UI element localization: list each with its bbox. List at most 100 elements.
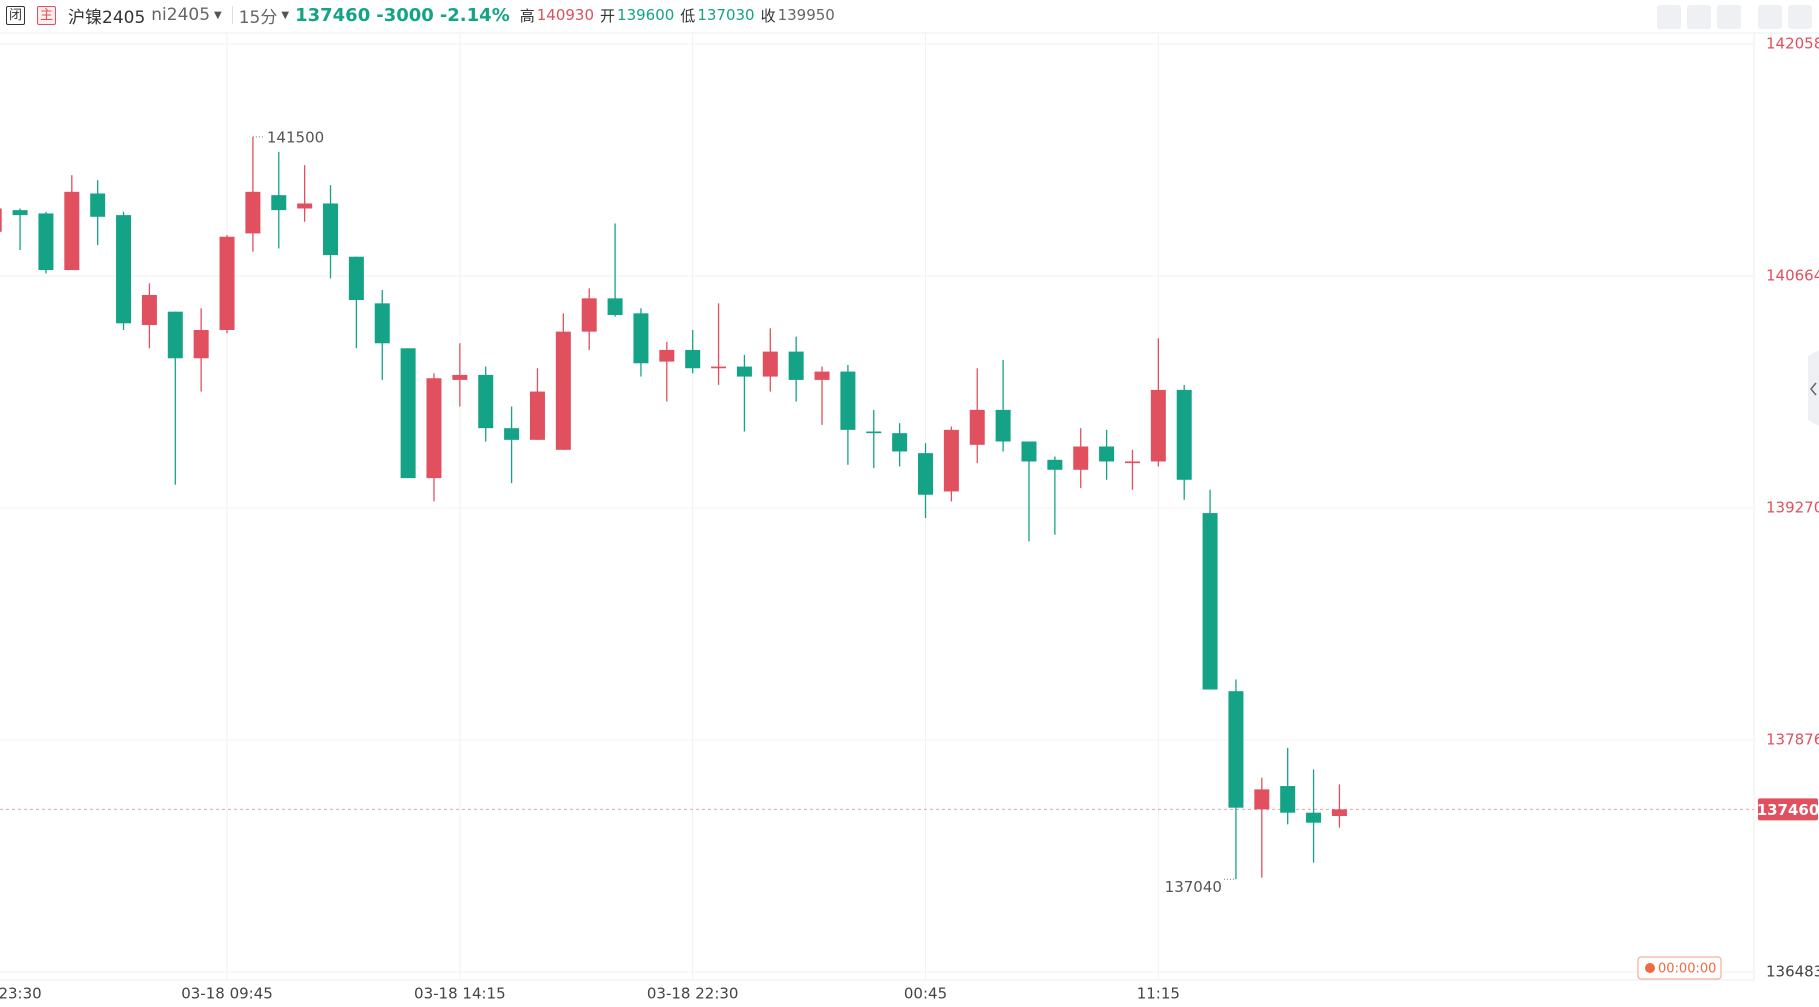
candle-body: [245, 191, 261, 234]
candle-body: [529, 391, 545, 440]
candle-body: [1021, 441, 1037, 462]
candle-body: [607, 298, 623, 315]
candle-body: [788, 351, 804, 380]
main-badge: 主: [37, 5, 56, 25]
candle-body: [685, 349, 701, 369]
candle-body: [659, 349, 675, 362]
candle-body: [219, 236, 235, 330]
symbol-code[interactable]: ni2405: [151, 5, 211, 25]
candle-body: [1228, 691, 1244, 808]
x-tick-label: 03-18 22:30: [647, 985, 739, 1003]
side-tab-icon: [1810, 382, 1817, 396]
open-label: 开: [600, 6, 616, 25]
x-tick-label: 03-18 14:15: [414, 985, 506, 1003]
tool-button[interactable]: [1687, 5, 1711, 29]
candle-body: [90, 193, 106, 217]
y-tick-label: 142058: [1766, 35, 1819, 53]
min-annotation: 137040: [1165, 878, 1222, 896]
candle-body: [840, 371, 856, 430]
candle-body: [633, 313, 649, 364]
change: -3000: [376, 4, 434, 26]
x-tick-label: 11:15: [1137, 985, 1180, 1003]
candle-body: [1047, 459, 1063, 470]
y-tick-label: 139270: [1766, 499, 1819, 517]
low-value: 137030: [697, 6, 755, 24]
symbol-name[interactable]: 沪镍2405: [68, 7, 146, 28]
candle-body: [167, 311, 183, 359]
open-value: 139600: [617, 6, 675, 24]
candle-body: [452, 374, 468, 380]
last-price-box: [1758, 798, 1818, 821]
candle-body: [64, 191, 80, 271]
collapse-button[interactable]: [1758, 5, 1782, 29]
max-annotation: 141500: [267, 128, 324, 146]
x-tick-label: 00:45: [904, 985, 947, 1003]
candle-body: [943, 429, 959, 492]
x-tick-label: 23:30: [0, 985, 42, 1003]
tool-button[interactable]: [1657, 5, 1681, 29]
candle-body: [400, 348, 416, 479]
interval[interactable]: 15分: [238, 7, 278, 28]
candle-body: [478, 374, 494, 429]
countdown: 00:00:00: [1658, 962, 1716, 977]
x-tick-label: 03-18 09:45: [181, 985, 273, 1003]
high-value: 140930: [536, 6, 595, 24]
candle-body: [1306, 812, 1322, 823]
high-label: 高: [519, 6, 535, 25]
header: 闭 主 沪镍2405 ni2405 ▼ 15分 ▼ 137460 -3000 -…: [0, 0, 1819, 30]
side-tab[interactable]: [1808, 350, 1819, 426]
candle-body: [348, 256, 364, 301]
candle-body: [736, 366, 752, 377]
candle-body: [1073, 446, 1089, 470]
dropdown-caret[interactable]: ▼: [214, 9, 222, 21]
candle-body: [1202, 513, 1218, 690]
candle-body: [762, 351, 778, 377]
candle-body: [892, 433, 908, 452]
candle-body: [866, 431, 882, 434]
low-label: 低: [680, 6, 696, 25]
candle-body: [374, 303, 390, 344]
candle-body: [1150, 389, 1166, 462]
y-tick-label: 137876: [1766, 731, 1819, 749]
candle-body: [0, 208, 2, 232]
candle-body: [141, 295, 157, 325]
candle-body: [504, 428, 520, 440]
candle-body: [297, 203, 313, 209]
candle-body: [116, 215, 132, 324]
candle-body: [426, 378, 442, 479]
candle-body: [1099, 446, 1115, 462]
candle-body: [1331, 809, 1347, 817]
status-badge: 闭: [6, 5, 25, 25]
countdown-icon: [1645, 963, 1655, 973]
candle-body: [271, 195, 287, 211]
close-value: 139950: [777, 6, 835, 24]
separator: [231, 6, 233, 24]
candle-body: [555, 331, 571, 450]
close-button[interactable]: [1788, 5, 1812, 29]
countdown-box: [1637, 956, 1722, 980]
candle-body: [1280, 786, 1296, 813]
y-tick-label: 140664: [1766, 267, 1819, 285]
candle-body: [814, 371, 830, 380]
candle-body: [918, 453, 934, 495]
last-price-label: 137460: [1757, 801, 1819, 819]
tool-button[interactable]: [1717, 5, 1741, 29]
candle-body: [581, 298, 597, 332]
candle-body: [1176, 389, 1192, 480]
candle-body: [12, 210, 28, 216]
dropdown-caret[interactable]: ▼: [281, 9, 290, 21]
candle-body: [995, 409, 1011, 442]
change-pct: -2.14%: [439, 4, 510, 26]
y-tick-label: 136483: [1766, 963, 1819, 981]
candle-body: [193, 329, 209, 359]
close-label: 收: [760, 6, 776, 25]
last-price: 137460: [295, 4, 371, 26]
candle-body: [1254, 789, 1270, 810]
candle-body: [1124, 461, 1140, 464]
candle-body: [969, 409, 985, 445]
candle-body: [323, 203, 339, 256]
candle-body: [711, 366, 727, 369]
candle-body: [38, 213, 54, 271]
